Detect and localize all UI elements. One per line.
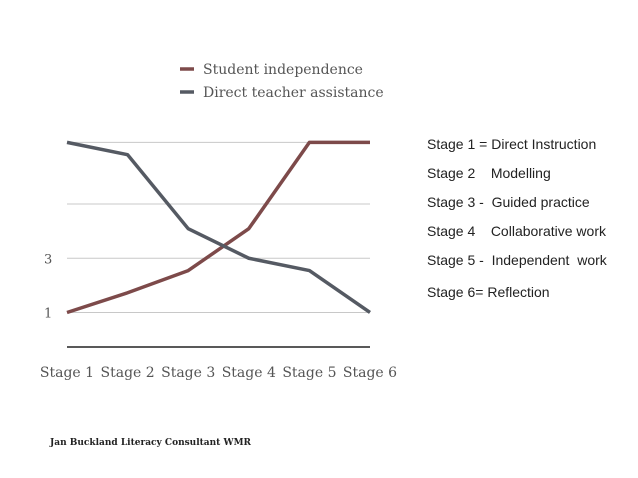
stage-6-label: Stage 6= Reflection bbox=[427, 284, 550, 300]
series-lines bbox=[66, 140, 371, 315]
x-axis-ticks: Stage 1 Stage 2 Stage 3 Stage 4 Stage 5 Stage… bbox=[40, 365, 397, 381]
y-tick-label: 1 bbox=[44, 306, 52, 321]
gridlines bbox=[67, 141, 370, 313]
stage-3-label: Stage 3 - Guided practice bbox=[427, 194, 590, 210]
x-tick-label: Stage 1 bbox=[40, 365, 94, 381]
x-tick-label: Stage 2 bbox=[101, 365, 155, 381]
y-tick-label: 3 bbox=[44, 252, 52, 267]
legend-label: Direct teacher assistance bbox=[203, 85, 384, 101]
legend-label: Student independence bbox=[203, 62, 363, 78]
x-tick-label: Stage 4 bbox=[222, 365, 276, 381]
credit-text: Jan Buckland Literacy Consultant WMR bbox=[50, 438, 252, 448]
series-line-student-independence bbox=[66, 140, 370, 315]
x-tick-label: Stage 3 bbox=[161, 365, 215, 381]
stage-5-label: Stage 5 - Independent work bbox=[427, 252, 607, 268]
y-axis-ticks: 13 bbox=[44, 252, 52, 321]
series-line-direct-teacher-assistance bbox=[66, 140, 371, 314]
stage-list: Stage 1 = Direct Instruction Stage 2 Mod… bbox=[427, 136, 607, 300]
stage-4-label: Stage 4 Collaborative work bbox=[427, 223, 606, 239]
legend: Student independence Direct teacher assis… bbox=[180, 62, 384, 101]
stage-2-label: Stage 2 Modelling bbox=[427, 165, 551, 181]
x-tick-label: Stage 5 bbox=[282, 365, 336, 381]
stage-1-label: Stage 1 = Direct Instruction bbox=[427, 136, 597, 152]
x-tick-label: Stage 6 bbox=[343, 365, 397, 381]
